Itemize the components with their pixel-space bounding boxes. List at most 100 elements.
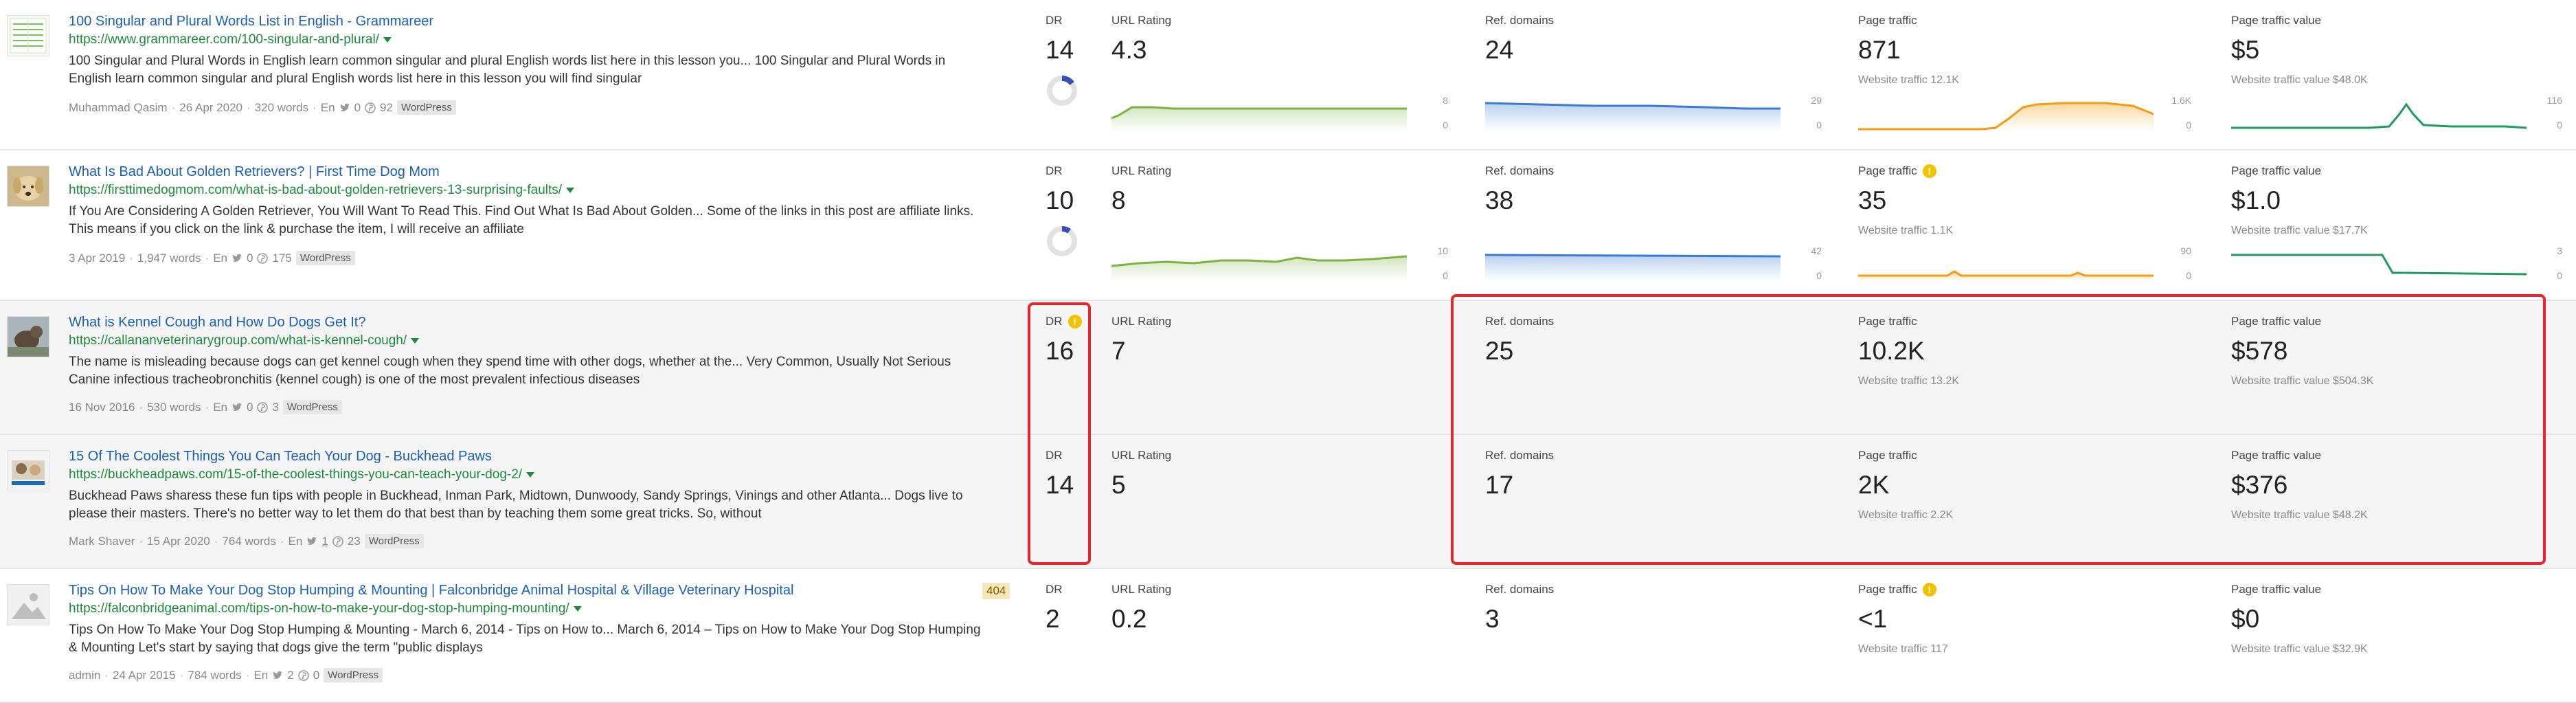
url-rating-cell: URL Rating 7: [1111, 315, 1171, 366]
ref-domains-cell: Ref. domains 3: [1485, 583, 1554, 634]
axis-min: 0: [1816, 120, 1822, 131]
website-traffic-value: Website traffic value $17.7K: [2231, 225, 2368, 236]
separator: ·: [205, 251, 210, 265]
dr-label: DR: [1046, 449, 1063, 462]
cms-tag: WordPress: [282, 400, 342, 414]
result-title-link[interactable]: 15 Of The Coolest Things You Can Teach Y…: [69, 449, 492, 464]
result-url-text[interactable]: https://callananveterinarygroup.com/what…: [69, 333, 407, 348]
ref-domains-value: 38: [1485, 186, 1514, 214]
website-traffic: Website traffic 13.2K: [1858, 375, 1960, 387]
twitter-icon: [231, 403, 242, 412]
website-traffic-value: Website traffic value $48.2K: [2231, 509, 2368, 521]
url-dropdown-icon[interactable]: [573, 605, 582, 612]
separator: ·: [205, 400, 210, 414]
axis-min: 0: [2186, 270, 2191, 281]
page-traffic-value-amount: $376: [2231, 471, 2288, 499]
axis-max: 10: [1437, 245, 1448, 256]
result-snippet: Buckhead Paws sharess these fun tips wit…: [69, 489, 963, 521]
result-url-link[interactable]: https://callananveterinarygroup.com/what…: [69, 333, 420, 348]
result-url-link[interactable]: https://falconbridgeanimal.com/tips-on-h…: [69, 601, 582, 616]
author: admin: [69, 668, 101, 682]
result-url-link[interactable]: https://www.grammareer.com/100-singular-…: [69, 32, 392, 47]
result-title-link[interactable]: 100 Singular and Plural Words List in En…: [69, 14, 433, 29]
ref-domains-cell: Ref. domains 25: [1485, 315, 1554, 366]
publish-date: 15 Apr 2020: [147, 534, 210, 548]
url-dropdown-icon[interactable]: [383, 36, 392, 43]
page-traffic-value-cell: Page traffic value $1.0 Website traffic …: [2231, 164, 2368, 237]
page-traffic-value-amount: $0: [2231, 605, 2260, 633]
result-url-link[interactable]: https://buckheadpaws.com/15-of-the-coole…: [69, 467, 535, 482]
page-traffic-value-sparkline: [2231, 102, 2527, 129]
result-snippet: Tips On How To Make Your Dog Stop Humpin…: [69, 623, 981, 655]
url-rating-label: URL Rating: [1111, 583, 1172, 596]
result-row: Tips On How To Make Your Dog Stop Humpin…: [0, 569, 2576, 703]
warning-icon[interactable]: !: [1922, 583, 1936, 596]
twitter-icon: [272, 671, 283, 680]
page-traffic-value: <1: [1858, 605, 1888, 633]
url-rating-sparkline: [1111, 106, 1407, 131]
page-traffic-value-label: Page traffic value: [2231, 583, 2322, 596]
separator: ·: [171, 100, 176, 114]
axis-max: 116: [2546, 95, 2562, 106]
pinterest-count: 92: [380, 100, 393, 114]
dr-value: 2: [1046, 605, 1060, 633]
publish-date: 3 Apr 2019: [69, 251, 126, 265]
url-rating-label: URL Rating: [1111, 449, 1172, 462]
pinterest-icon: [365, 102, 376, 113]
author: Mark Shaver: [69, 534, 135, 548]
result-url-text[interactable]: https://buckheadpaws.com/15-of-the-coole…: [69, 467, 523, 482]
warning-icon[interactable]: !: [1922, 164, 1936, 178]
dr-cell: DR 2: [1046, 583, 1063, 634]
result-title-link[interactable]: Tips On How To Make Your Dog Stop Humpin…: [69, 583, 794, 598]
thumbnail[interactable]: [7, 584, 49, 625]
dr-cell: DR! 16: [1046, 315, 1082, 366]
separator: ·: [214, 534, 218, 548]
separator: ·: [129, 251, 133, 265]
result-url-link[interactable]: https://firsttimedogmom.com/what-is-bad-…: [69, 183, 575, 198]
dr-cell: DR 14: [1046, 14, 1078, 111]
result-url-text[interactable]: https://firsttimedogmom.com/what-is-bad-…: [69, 183, 563, 197]
separator: ·: [139, 400, 144, 414]
url-dropdown-icon[interactable]: [411, 337, 420, 344]
thumbnail[interactable]: [7, 15, 49, 56]
thumbnail[interactable]: [7, 316, 49, 357]
twitter-count: 2: [287, 668, 294, 682]
result-title-link[interactable]: What Is Bad About Golden Retrievers? | F…: [69, 164, 440, 179]
thumbnail[interactable]: [7, 166, 49, 207]
website-traffic: Website traffic 117: [1858, 643, 1948, 655]
result-meta: admin · 24 Apr 2015 · 784 words · En 2 0 Wo…: [69, 668, 383, 682]
result-meta: Muhammad Qasim · 26 Apr 2020 · 320 words · …: [69, 100, 456, 115]
ref-domains-label: Ref. domains: [1485, 583, 1555, 596]
cms-tag: WordPress: [396, 100, 456, 115]
ref-domains-sparkline: [1485, 102, 1781, 131]
page-traffic-value-label: Page traffic value: [2231, 14, 2322, 27]
url-rating-label: URL Rating: [1111, 315, 1172, 328]
warning-icon[interactable]: !: [1067, 315, 1082, 328]
twitter-count: 0: [354, 100, 361, 114]
page-traffic-cell: Page traffic 871 Website traffic 12.1K: [1858, 14, 1959, 87]
ref-domains-label: Ref. domains: [1485, 449, 1555, 462]
axis-min: 0: [2557, 270, 2562, 281]
language: En: [253, 668, 269, 682]
result-url-text[interactable]: https://www.grammareer.com/100-singular-…: [69, 32, 379, 47]
thumbnail[interactable]: [7, 450, 49, 491]
result-title-link[interactable]: What is Kennel Cough and How Do Dogs Get…: [69, 315, 366, 330]
cms-tag: WordPress: [324, 668, 383, 682]
dr-cell: DR 14: [1046, 449, 1074, 500]
ref-domains-cell: Ref. domains 17: [1485, 449, 1554, 500]
separator: ·: [313, 100, 317, 114]
url-rating-value: 4.3: [1111, 36, 1147, 64]
ref-domains-value: 3: [1485, 605, 1500, 633]
url-rating-label: URL Rating: [1111, 164, 1172, 177]
cms-tag: WordPress: [295, 251, 355, 265]
website-traffic-value: Website traffic value $32.9K: [2231, 643, 2368, 655]
page-traffic-value-sparkline: [2231, 254, 2527, 276]
ref-domains-value: 24: [1485, 36, 1514, 64]
publish-date: 16 Nov 2016: [69, 400, 135, 414]
url-dropdown-icon[interactable]: [566, 187, 575, 193]
url-dropdown-icon[interactable]: [526, 471, 535, 478]
result-url-text[interactable]: https://falconbridgeanimal.com/tips-on-h…: [69, 601, 569, 616]
dr-donut-chart: [1047, 75, 1077, 106]
separator: ·: [104, 668, 109, 682]
ref-domains-label: Ref. domains: [1485, 14, 1555, 27]
